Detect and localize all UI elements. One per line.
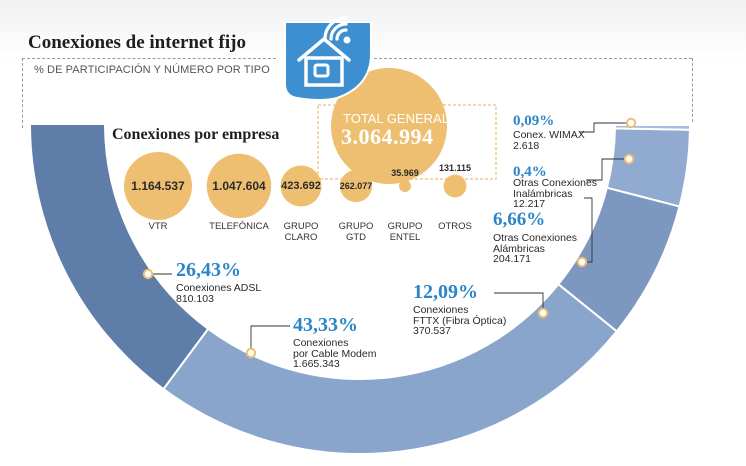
slice-percent-label: 12,09% [413,281,478,303]
slice-count-label: 810.103 [176,292,214,305]
slice-count-label: 1.665.343 [293,358,340,370]
company-bubble-label: GTD [345,232,367,243]
slice-name-label: por Cable Modem [293,347,377,360]
frame-border-top [22,58,276,59]
slice-percent-label: 43,33% [293,314,358,336]
company-bubble-value: 423.692 [281,180,321,192]
company-bubble-label: GRUPO [338,221,374,232]
bubble-chart-title: Conexiones por empresa [112,126,280,143]
page-subtitle: % DE PARTICIPACIÓN Y NÚMERO POR TIPO [34,64,270,76]
company-bubble [443,174,467,198]
callout-dot [142,268,154,280]
company-bubble [339,169,373,203]
slice-name-label: Conex. WIMAX [513,129,585,141]
slice-name-label: Otras Conexiones [493,232,578,244]
slice-name-label: Inalámbricas [513,187,573,200]
slice-name-label: Conexiones [293,337,349,349]
company-bubble [399,180,411,192]
frame-border-left [22,58,23,128]
callout-line [250,325,290,353]
slice-name-label: FTTX (Fibra Óptica) [413,314,507,327]
company-bubble-label: VTR [148,221,168,232]
callout-dot [625,117,637,129]
company-bubble-value: 131.115 [438,162,472,173]
company-bubble-label: OTROS [438,221,472,232]
slice-count-label: 2.618 [513,139,540,152]
company-bubble [124,152,192,220]
callout-dot [245,347,257,359]
total-circle [331,68,447,184]
callout-dot [576,256,588,268]
slice-percent-label: 0,4% [513,164,547,180]
company-bubble-value: 262.077 [339,181,373,191]
company-bubble-label: ENTEL [389,232,421,243]
company-bubble-label: TELEFÓNICA [209,221,269,232]
slice-count-label: 12.217 [513,198,546,210]
total-label: TOTAL GENERAL [343,111,449,126]
slice-name-label: Otras Conexiones [513,177,598,189]
slice-percent-label: 6,66% [493,209,546,230]
slice-name-label: Conexiones ADSL [176,282,262,294]
slice-percent-label: 26,43% [176,259,241,281]
company-bubble-value: 1.164.537 [131,179,185,193]
callout-line [494,292,544,313]
company-bubble [206,153,272,219]
callout-dot [623,153,635,165]
company-bubble-label: GRUPO [283,221,319,232]
page-title: Conexiones de internet fijo [28,32,246,53]
house-wifi-icon [277,14,377,109]
donut-slice [162,282,619,455]
total-value: 3.064.994 [341,124,434,149]
frame-border-right [692,58,693,122]
company-bubble-value: 35.969 [391,168,419,178]
slice-count-label: 370.537 [413,325,451,337]
frame-border-top-right [374,58,692,59]
company-bubble-label: GRUPO [387,221,423,232]
company-bubble [280,165,322,207]
callout-line [580,122,631,133]
slice-count-label: 204.171 [493,253,531,265]
slice-percent-label: 0,09% [513,113,555,129]
callout-dot [537,307,549,319]
callout-line [586,158,629,181]
slice-name-label: Conexiones [413,304,469,316]
company-bubble-value: 1.047.604 [212,179,266,193]
company-bubble-label: CLARO [284,232,318,243]
slice-name-label: Alámbricas [493,242,545,255]
